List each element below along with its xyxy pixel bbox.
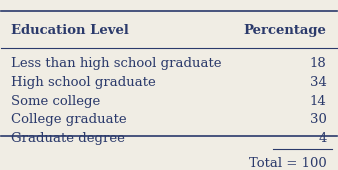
Text: College graduate: College graduate bbox=[11, 113, 127, 126]
Text: 34: 34 bbox=[310, 76, 327, 89]
Text: 4: 4 bbox=[318, 132, 327, 145]
Text: Some college: Some college bbox=[11, 95, 101, 108]
Text: Less than high school graduate: Less than high school graduate bbox=[11, 57, 222, 70]
Text: Total = 100: Total = 100 bbox=[249, 157, 327, 170]
Text: 18: 18 bbox=[310, 57, 327, 70]
Text: 14: 14 bbox=[310, 95, 327, 108]
Text: High school graduate: High school graduate bbox=[11, 76, 156, 89]
Text: Percentage: Percentage bbox=[244, 24, 327, 37]
Text: Education Level: Education Level bbox=[11, 24, 129, 37]
Text: 30: 30 bbox=[310, 113, 327, 126]
Text: Graduate degree: Graduate degree bbox=[11, 132, 125, 145]
